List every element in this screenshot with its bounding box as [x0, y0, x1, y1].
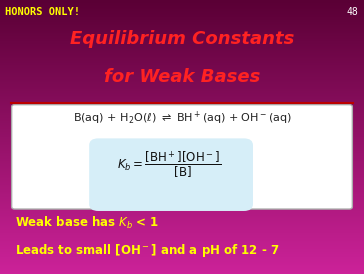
Text: 48: 48: [347, 7, 359, 17]
Text: Equilibrium Constants: Equilibrium Constants: [70, 30, 294, 48]
FancyBboxPatch shape: [12, 105, 352, 209]
Text: B(aq) $+$ H$_2$O($\ell$) $\rightleftharpoons$ BH$^+$(aq) $+$ OH$^-$(aq): B(aq) $+$ H$_2$O($\ell$) $\rightleftharp…: [73, 110, 291, 127]
FancyBboxPatch shape: [89, 138, 253, 211]
Text: for Weak Bases: for Weak Bases: [104, 68, 260, 87]
Text: HONORS ONLY!: HONORS ONLY!: [5, 7, 80, 17]
Text: Weak base has $K_b$ < 1: Weak base has $K_b$ < 1: [15, 215, 159, 231]
Text: $K_b = \dfrac{[\mathrm{BH}^+][\mathrm{OH}^-]}{[\mathrm{B}]}$: $K_b = \dfrac{[\mathrm{BH}^+][\mathrm{OH…: [117, 149, 221, 180]
Text: Leads to small [OH$^-$] and a pH of 12 - 7: Leads to small [OH$^-$] and a pH of 12 -…: [15, 242, 279, 259]
